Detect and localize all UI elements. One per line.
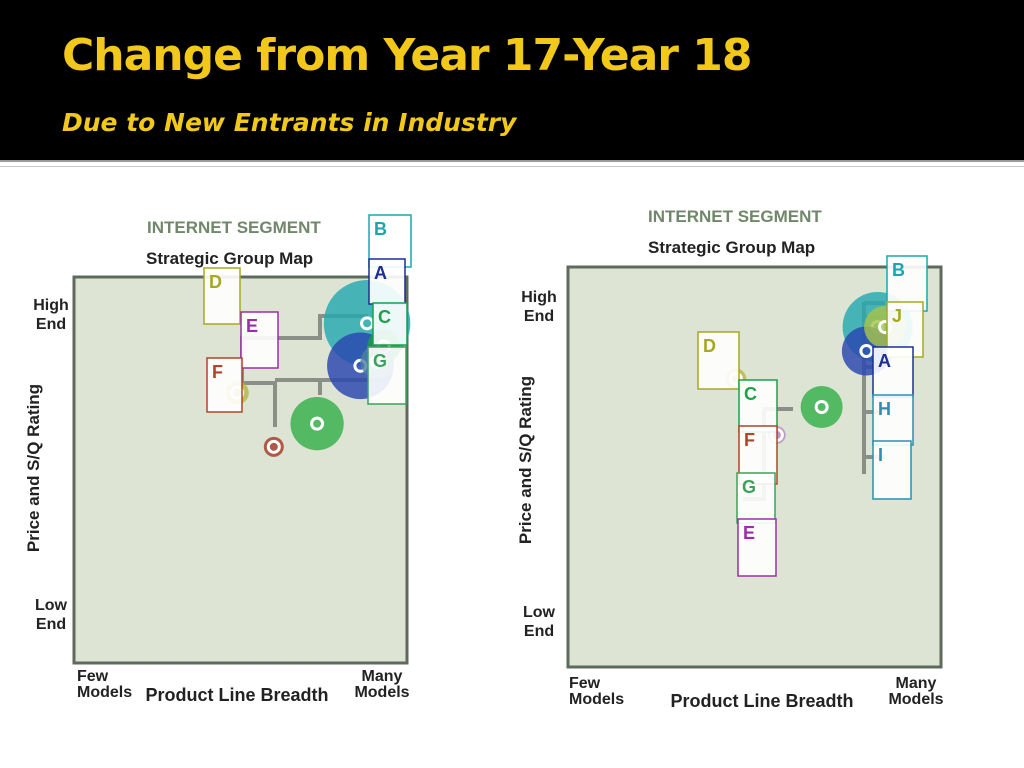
bubble-center-marker <box>266 439 281 454</box>
group-bubble <box>290 397 344 451</box>
company-label-h: H <box>878 399 891 419</box>
company-label-g: G <box>373 351 387 371</box>
company-label-j: J <box>892 306 902 326</box>
x-tick-label: Few <box>77 668 109 685</box>
bubble-center-marker <box>310 416 325 431</box>
y-tick-label: Low <box>35 597 68 614</box>
company-label-box <box>872 440 912 500</box>
header-divider <box>0 160 1024 162</box>
y-axis-label: Price and S/Q Rating <box>516 376 535 544</box>
company-label-box <box>872 394 914 446</box>
x-tick-label: Models <box>77 684 132 701</box>
group-bubble <box>263 436 284 457</box>
company-label-a: A <box>878 351 891 371</box>
company-label-e: E <box>743 523 755 543</box>
x-axis-label: Product Line Breadth <box>145 685 328 705</box>
company-label-box <box>372 302 408 346</box>
company-label-i: I <box>878 445 883 465</box>
company-label-c: C <box>378 307 391 327</box>
company-label-box <box>697 331 740 390</box>
segment-title: INTERNET SEGMENT <box>147 218 321 237</box>
x-tick-label: Models <box>354 684 409 701</box>
bubble-center-marker <box>859 344 874 358</box>
company-label-f: F <box>212 362 223 382</box>
bubble-center-marker <box>814 400 829 414</box>
company-label-b: B <box>374 219 387 239</box>
company-label-box <box>206 357 243 413</box>
chart-year-18: INTERNET SEGMENT Strategic Group Map Price… <box>516 207 944 711</box>
y-tick-label: End <box>36 316 66 333</box>
company-label-box <box>368 258 406 305</box>
company-label-d: D <box>703 336 716 356</box>
slide-subtitle: Due to New Entrants in Industry <box>62 108 517 137</box>
y-tick-label: Low <box>523 604 556 621</box>
group-bubble <box>800 386 843 428</box>
slide-title: Change from Year 17-Year 18 <box>62 30 753 81</box>
company-label-g: G <box>742 477 756 497</box>
chart-year-17: INTERNET SEGMENT Strategic Group Map Price… <box>24 214 412 705</box>
x-axis-label: Product Line Breadth <box>670 691 853 711</box>
x-tick-label: Models <box>569 691 624 708</box>
company-label-box <box>736 472 776 524</box>
y-tick-label: High <box>521 289 557 306</box>
company-label-b: B <box>892 260 905 280</box>
x-tick-label: Many <box>362 668 403 685</box>
x-tick-label: Few <box>569 675 601 692</box>
y-tick-label: End <box>524 623 554 640</box>
company-label-box <box>737 518 777 577</box>
y-tick-label: End <box>524 308 554 325</box>
company-label-box <box>738 379 778 433</box>
x-tick-label: Models <box>888 691 943 708</box>
chart-title: Strategic Group Map <box>648 238 815 257</box>
x-tick-label: Many <box>896 675 937 692</box>
company-label-box <box>240 311 279 369</box>
company-label-a: A <box>374 263 387 283</box>
company-label-box <box>203 267 241 325</box>
chart-title: Strategic Group Map <box>146 249 313 268</box>
company-label-f: F <box>744 430 755 450</box>
company-label-e: E <box>246 316 258 336</box>
segment-title: INTERNET SEGMENT <box>648 207 822 226</box>
y-tick-label: High <box>33 297 69 314</box>
company-label-box <box>367 346 407 405</box>
company-label-c: C <box>744 384 757 404</box>
slide-header: Change from Year 17-Year 18 Due to New E… <box>0 0 1024 160</box>
y-tick-label: End <box>36 616 66 633</box>
header-divider-thin <box>0 166 1024 167</box>
y-axis-label: Price and S/Q Rating <box>24 384 43 552</box>
company-label-d: D <box>209 272 222 292</box>
